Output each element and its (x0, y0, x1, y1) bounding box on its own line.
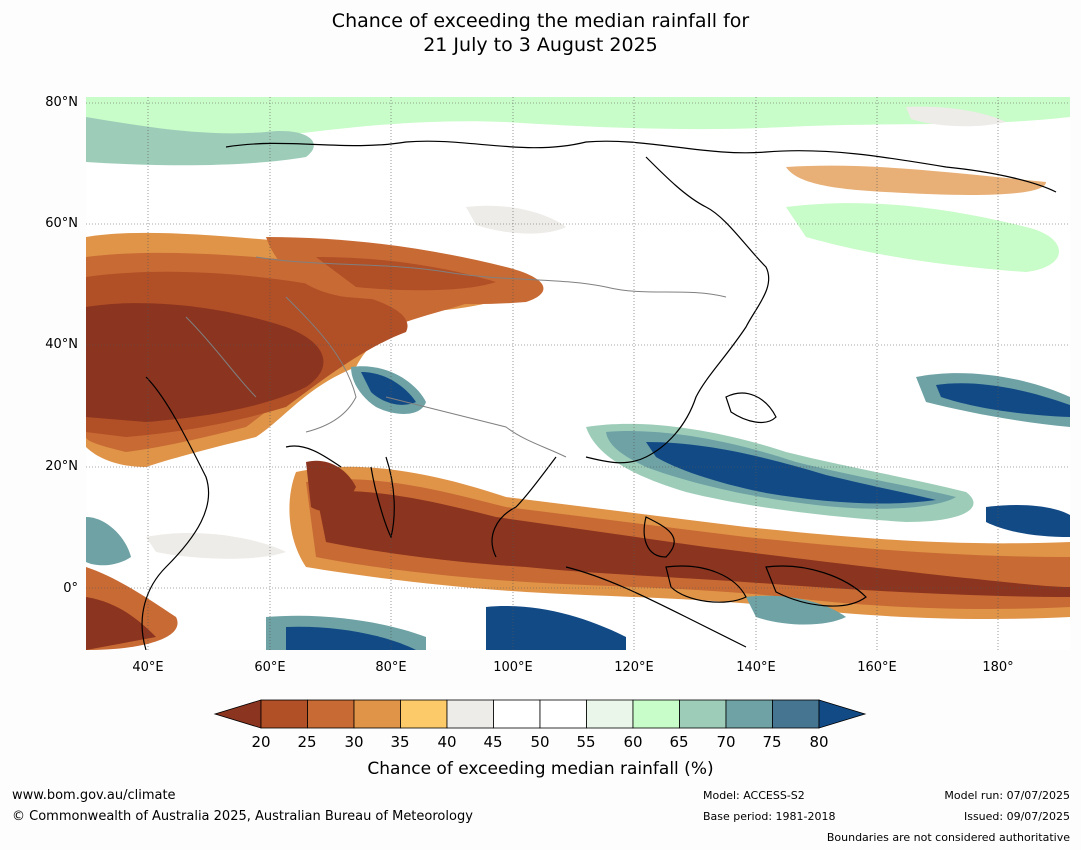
colorbar-tick-20: 20 (251, 733, 271, 751)
colorbar-tick-80: 80 (809, 733, 829, 751)
colorbar-cell (586, 699, 634, 729)
colorbar-cell (632, 699, 680, 729)
dry-anomaly-east-africa (86, 567, 178, 650)
wet-anomaly-arctic (86, 97, 1070, 272)
wet-anomaly-nw-pacific (586, 423, 974, 522)
lat-label-40n: 40°N (45, 337, 78, 352)
colorbar-lower-extension (213, 699, 262, 729)
chart-title: Chance of exceeding the median rainfall … (0, 9, 1081, 57)
lat-label-80n: 80°N (45, 95, 78, 110)
copyright-text: © Commonwealth of Australia 2025, Austra… (12, 809, 473, 824)
gridlines (86, 97, 1070, 650)
colorbar-cell (493, 699, 541, 729)
colorbar-tick-45: 45 (483, 733, 503, 751)
colorbar-tick-65: 65 (669, 733, 689, 751)
colorbar-cell (400, 699, 448, 729)
dry-anomaly-tropics (289, 460, 1070, 619)
map-svg (86, 97, 1070, 650)
model-run-text: Model run: 07/07/2025 (944, 789, 1070, 802)
issued-text: Issued: 09/07/2025 (963, 810, 1070, 823)
title-line-2: 21 July to 3 August 2025 (423, 34, 658, 56)
colorbar-tick-25: 25 (297, 733, 317, 751)
colorbar-tick-60: 60 (623, 733, 643, 751)
colorbar-cell (725, 699, 773, 729)
colorbar-tick-75: 75 (762, 733, 782, 751)
colorbar-cell (260, 699, 308, 729)
model-text: Model: ACCESS-S2 (703, 789, 805, 802)
colorbar-title: Chance of exceeding median rainfall (%) (367, 759, 714, 779)
colorbar-tick-40: 40 (437, 733, 457, 751)
lon-label-120e: 120°E (614, 660, 654, 675)
title-line-1: Chance of exceeding the median rainfall … (331, 10, 750, 32)
lon-label-80e: 80°E (375, 660, 407, 675)
colorbar-cell (539, 699, 587, 729)
lon-label-40e: 40°E (132, 660, 164, 675)
rainfall-map (86, 97, 1070, 650)
neutral-patches (146, 106, 1006, 559)
wet-anomaly-south (86, 517, 846, 650)
colorbar-cell (353, 699, 401, 729)
lon-label-160e: 160°E (857, 660, 897, 675)
base-period-text: Base period: 1981-2018 (703, 810, 836, 823)
colorbar-tick-70: 70 (716, 733, 736, 751)
lon-label-140e: 140°E (736, 660, 776, 675)
colorbar-tick-55: 55 (576, 733, 596, 751)
wet-anomaly-north-pacific (916, 373, 1070, 537)
lat-label-60n: 60°N (45, 216, 78, 231)
lon-label-180: 180° (982, 660, 1014, 675)
country-boundaries (185, 256, 727, 458)
colorbar (213, 699, 867, 729)
disclaimer-text: Boundaries are not considered authoritat… (826, 831, 1070, 844)
lon-label-60e: 60°E (254, 660, 286, 675)
colorbar-tick-50: 50 (530, 733, 550, 751)
colorbar-cells (260, 699, 820, 729)
website-text: www.bom.gov.au/climate (12, 788, 176, 803)
colorbar-cell (679, 699, 727, 729)
colorbar-cell (446, 699, 494, 729)
colorbar-tick-30: 30 (344, 733, 364, 751)
colorbar-tick-35: 35 (390, 733, 410, 751)
lat-label-0: 0° (63, 581, 78, 596)
lat-label-20n: 20°N (45, 459, 78, 474)
colorbar-upper-extension (818, 699, 867, 729)
coastlines (141, 140, 1057, 650)
lon-label-100e: 100°E (493, 660, 533, 675)
colorbar-cell (307, 699, 355, 729)
colorbar-cell (772, 699, 820, 729)
